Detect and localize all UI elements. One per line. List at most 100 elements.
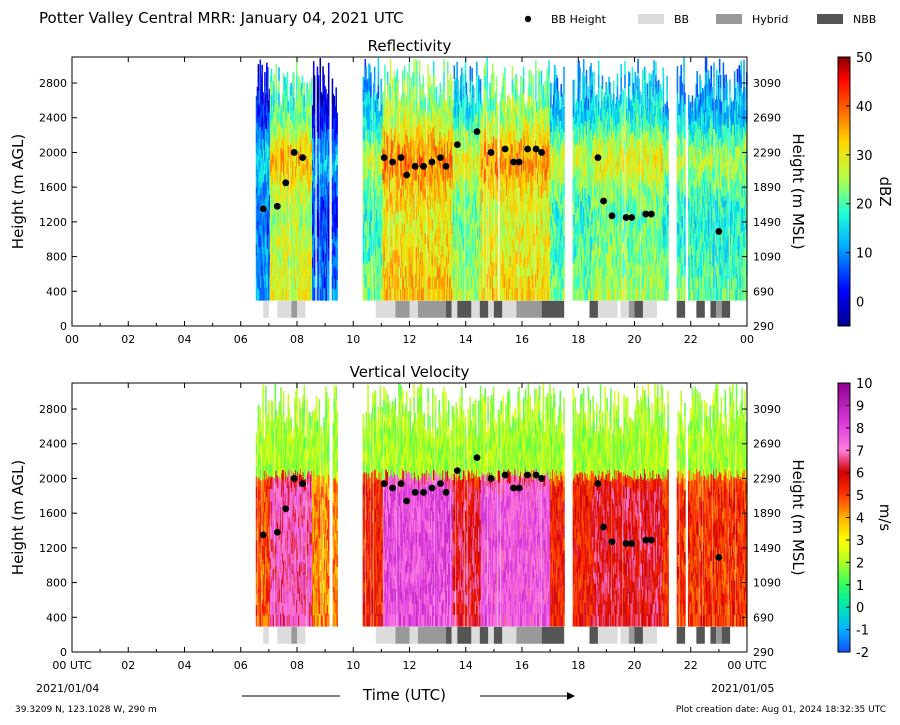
- heatmap-cell: [408, 76, 411, 90]
- heatmap-cell: [302, 163, 305, 176]
- heatmap-cell: [262, 172, 264, 186]
- heatmap-cell: [295, 99, 297, 111]
- heatmap-cell: [282, 224, 285, 238]
- heatmap-cell: [435, 86, 438, 100]
- heatmap-cell: [297, 287, 300, 301]
- heatmap-cell: [283, 113, 286, 127]
- heatmap-cell: [269, 137, 272, 151]
- heatmap-cell: [291, 278, 293, 290]
- heatmap-cell: [306, 143, 308, 156]
- heatmap-cell: [481, 201, 484, 214]
- heatmap-cell: [289, 85, 292, 99]
- heatmap-cell: [371, 96, 373, 109]
- heatmap-cell: [403, 78, 406, 93]
- heatmap-cell: [295, 277, 297, 290]
- heatmap-cell: [289, 157, 292, 170]
- heatmap-cell: [267, 209, 269, 223]
- heatmap-cell: [261, 77, 263, 92]
- heatmap-cell: [299, 122, 302, 136]
- heatmap-cell: [476, 88, 478, 103]
- heatmap-cell: [274, 278, 277, 290]
- heatmap-cell: [268, 100, 271, 113]
- heatmap-cell: [298, 190, 301, 203]
- heatmap-cell: [320, 92, 322, 105]
- heatmap-cell: [391, 127, 394, 141]
- heatmap-cell: [387, 198, 389, 212]
- heatmap-cell: [309, 154, 311, 168]
- heatmap-cell: [307, 147, 309, 160]
- heatmap-cell: [271, 163, 274, 175]
- heatmap-cell: [265, 162, 267, 175]
- heatmap-cell: [336, 164, 338, 176]
- heatmap-cell: [265, 116, 267, 129]
- heatmap-cell: [424, 97, 427, 110]
- heatmap-cell: [319, 125, 322, 140]
- heatmap-cell: [301, 237, 304, 251]
- heatmap-cell: [265, 242, 267, 255]
- heatmap-cell: [516, 287, 518, 301]
- heatmap-cell: [276, 192, 278, 204]
- heatmap-cell: [274, 179, 277, 191]
- heatmap-cell: [302, 265, 305, 278]
- heatmap-cell: [298, 263, 301, 277]
- heatmap-cell: [316, 144, 319, 158]
- heatmap-cell: [274, 190, 277, 202]
- heatmap-cell: [276, 138, 278, 150]
- heatmap-cell: [275, 234, 277, 249]
- heatmap-cell: [285, 167, 288, 181]
- heatmap-cell: [312, 246, 315, 261]
- heatmap-cell: [267, 178, 270, 190]
- heatmap-cell: [258, 213, 261, 226]
- heatmap-cell: [306, 118, 308, 132]
- heatmap-cell: [259, 139, 262, 154]
- heatmap-cell: [282, 162, 284, 175]
- heatmap-cell: [295, 288, 297, 301]
- heatmap-cell: [281, 181, 283, 193]
- heatmap-cell: [320, 126, 322, 139]
- heatmap-cell: [294, 130, 296, 142]
- heatmap-cell: [492, 224, 495, 238]
- heatmap-cell: [295, 110, 297, 123]
- heatmap-cell: [274, 168, 277, 181]
- heatmap-cell: [302, 277, 305, 290]
- heatmap-cell: [268, 135, 271, 149]
- heatmap-cell: [263, 106, 265, 118]
- heatmap-cell: [264, 97, 266, 111]
- heatmap-cell: [284, 89, 287, 103]
- heatmap-cell: [291, 119, 293, 131]
- heatmap-cell: [297, 130, 299, 143]
- heatmap-cell: [285, 155, 288, 169]
- heatmap-cell: [336, 112, 338, 124]
- heatmap-cell: [313, 287, 316, 301]
- heatmap-cell: [310, 279, 312, 291]
- heatmap-cell: [275, 195, 277, 209]
- heatmap-cell: [256, 288, 259, 301]
- heatmap-cell: [273, 74, 276, 88]
- heatmap-cell: [266, 181, 268, 196]
- heatmap-cell: [312, 61, 315, 76]
- heatmap-cell: [278, 170, 280, 185]
- heatmap-cell: [298, 214, 301, 228]
- heatmap-cell: [462, 110, 465, 125]
- heatmap-cell: [296, 260, 298, 275]
- heatmap-cell: [304, 237, 307, 249]
- heatmap-cell: [284, 102, 287, 116]
- heatmap-cell: [280, 157, 282, 170]
- heatmap-cell: [304, 289, 307, 301]
- heatmap-cell: [270, 287, 273, 301]
- heatmap-cell: [301, 212, 304, 226]
- heatmap-cell: [320, 253, 322, 266]
- heatmap-cell: [294, 268, 296, 280]
- heatmap-cell: [308, 183, 310, 196]
- heatmap-cell: [286, 223, 289, 238]
- heatmap-cell: [255, 232, 258, 244]
- heatmap-cell: [260, 162, 262, 176]
- heatmap-cell: [277, 229, 279, 243]
- heatmap-cell: [278, 93, 280, 107]
- heatmap-cell: [291, 268, 293, 280]
- heatmap-cell: [484, 181, 487, 195]
- heatmap-cell: [270, 261, 273, 275]
- heatmap-cell: [257, 116, 260, 131]
- heatmap-cell: [319, 58, 322, 73]
- heatmap-cell: [261, 64, 263, 79]
